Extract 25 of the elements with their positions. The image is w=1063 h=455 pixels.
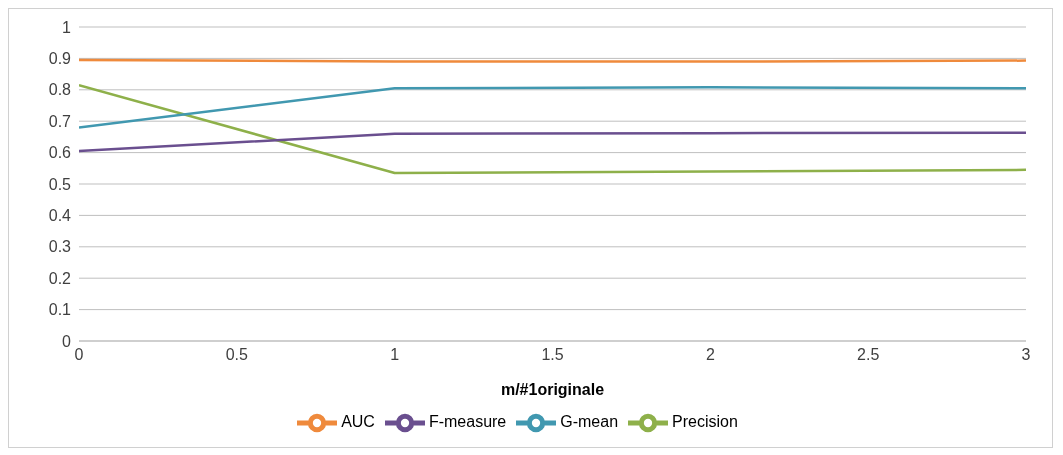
line-series <box>79 131 1026 153</box>
x-tick-label: 1.5 <box>541 346 564 364</box>
x-tick-label: 0.5 <box>225 346 249 364</box>
y-tick-label: 0.2 <box>48 269 72 287</box>
x-tick-label: 0 <box>74 346 84 364</box>
y-tick-label: 0.6 <box>48 144 72 162</box>
x-tick-label: 2.5 <box>857 346 880 364</box>
x-axis-title: m/#1originale <box>500 381 605 398</box>
y-tick-label: 0.4 <box>48 207 72 225</box>
y-tick-label: 0.5 <box>48 175 72 193</box>
legend-label: F-measure <box>428 413 507 431</box>
y-tick-label: 0.3 <box>48 238 72 256</box>
y-tick-label: 1 <box>62 18 72 36</box>
x-tick-label: 3 <box>1021 346 1031 364</box>
legend-label: Precision <box>672 413 738 431</box>
y-tick-label: 0.9 <box>48 50 72 68</box>
x-tick-label: 2 <box>705 346 715 364</box>
legend-label: G-mean <box>560 413 619 431</box>
y-tick-label: 0.8 <box>48 81 72 99</box>
y-tick-label: 0 <box>62 332 72 350</box>
x-tick-label: 1 <box>390 346 400 364</box>
line-series <box>79 83 1026 175</box>
y-tick-label: 0.1 <box>48 301 72 319</box>
y-tick-label: 0.7 <box>48 112 72 130</box>
legend-label: AUC <box>341 413 375 431</box>
